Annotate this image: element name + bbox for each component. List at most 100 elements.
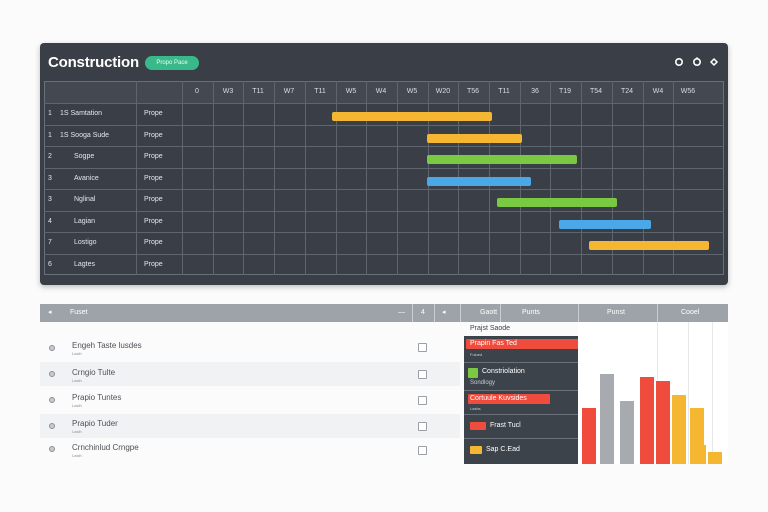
row-checkbox[interactable] [418,446,427,455]
table-row[interactable]: Prapio Tuntes Lasth [40,388,460,412]
header-divider [500,304,501,322]
grid-vline [612,81,613,275]
row-subtitle: Lasth [72,453,82,458]
legend-label: Cortuule Kuvsides [470,395,527,402]
grid-hline [44,146,724,147]
legend-divider [464,390,578,391]
week-header: 0 [195,88,199,95]
row-checkbox[interactable] [418,422,427,431]
table-row[interactable]: Prapio Tuder Lasth [40,414,460,438]
grid-hline [44,232,724,233]
row-title: Engeh Taste lusdes [72,341,142,350]
header-divider [460,304,461,322]
week-header: T11 [498,88,510,95]
row-checkbox[interactable] [418,343,427,352]
grid-vline [643,81,644,275]
row-name[interactable]: 1S Samtation [60,110,103,117]
week-header: W3 [222,88,234,95]
week-header: W20 [435,88,451,95]
row-title: Crngio Tulte [72,368,116,377]
row-status: Prope [144,261,163,268]
row-id: 2 [48,153,52,160]
legend-sub: Lasbs [470,406,481,411]
row-status: Prope [144,239,163,246]
gantt-task-bar[interactable] [559,220,651,229]
table-row[interactable]: Engeh Taste lusdes Lasth [40,336,460,360]
header-divider [578,304,579,322]
grid-vline [213,81,214,275]
gantt-task-bar[interactable] [427,134,522,143]
chart-gridline [688,322,689,464]
grid-vline [366,81,367,275]
tab-punts[interactable]: Punts [522,309,540,316]
chart-bar [600,374,614,464]
row-name[interactable]: Nglinal [74,196,96,203]
sort-button[interactable]: 4 [421,309,425,316]
row-title: Prapio Tuntes [72,393,122,402]
week-header: T19 [558,88,572,95]
back-button[interactable]: ◂ [442,309,446,316]
row-bullet-icon [49,446,55,452]
table-row[interactable]: Crngio Tulte Lasth [40,362,460,386]
row-bullet-icon [49,345,55,351]
settings-icon[interactable] [692,57,702,67]
gantt-task-bar[interactable] [497,198,617,207]
row-name[interactable]: 1S Sooga Sude [60,132,110,139]
collapse-icon[interactable]: ◂ [48,309,52,316]
status-badge[interactable]: Propo Pace [145,56,199,70]
week-header: T54 [589,88,603,95]
chart-bar [640,377,654,464]
row-name[interactable]: Avanice [74,175,99,182]
row-status: Prope [144,153,163,160]
gantt-task-bar[interactable] [332,112,492,121]
table-title: Fuset [70,309,88,316]
grid-vline [305,81,306,275]
gantt-header: Construction Propo Pace [40,43,728,83]
gantt-border [44,81,724,275]
week-header: W56 [680,88,696,95]
row-name[interactable]: Lostigo [74,239,97,246]
row-id: 1 [48,132,52,139]
row-status: Prope [144,132,163,139]
chart-bar [582,408,596,464]
close-icon[interactable] [709,57,719,67]
row-id: 1 [48,110,52,117]
row-id: 7 [48,239,52,246]
legend-swatch [470,446,482,454]
row-status: Prope [144,175,163,182]
row-subtitle: Lasth [72,403,82,408]
grid-vline [581,81,582,275]
grid-vline [243,81,244,275]
grid-hline [44,189,724,190]
week-header: T56 [466,88,480,95]
legend-label: Frast Tucl [490,422,521,429]
gantt-task-bar[interactable] [427,177,531,186]
grid-hline [44,125,724,126]
week-header: W5 [406,88,418,95]
gear-icon[interactable] [674,57,684,67]
row-subtitle: Lasth [72,351,82,356]
header-divider [434,304,435,322]
week-header: T11 [314,88,326,95]
grid-vline [673,81,674,275]
week-header: T11 [252,88,264,95]
row-id: 4 [48,218,52,225]
tab-punst[interactable]: Punst [607,309,625,316]
row-status: Prope [144,196,163,203]
gantt-task-bar[interactable] [427,155,577,164]
chart-gridline [712,322,713,464]
table-row[interactable]: Crnchinlud Crngpe Lasth [40,438,460,462]
tab-gaott[interactable]: Gaott [480,309,498,316]
grid-hline [44,103,724,104]
row-bullet-icon [49,397,55,403]
row-checkbox[interactable] [418,370,427,379]
minus-button[interactable]: — [398,309,405,316]
row-checkbox[interactable] [418,396,427,405]
gantt-task-bar[interactable] [589,241,709,250]
legend-title: Prajst Saode [470,325,511,332]
row-name[interactable]: Sogpe [74,153,95,160]
tab-cooel[interactable]: Cooel [681,309,700,316]
row-name[interactable]: Lagian [74,218,96,225]
row-name[interactable]: Lagtes [74,261,96,268]
table-header [40,304,728,322]
